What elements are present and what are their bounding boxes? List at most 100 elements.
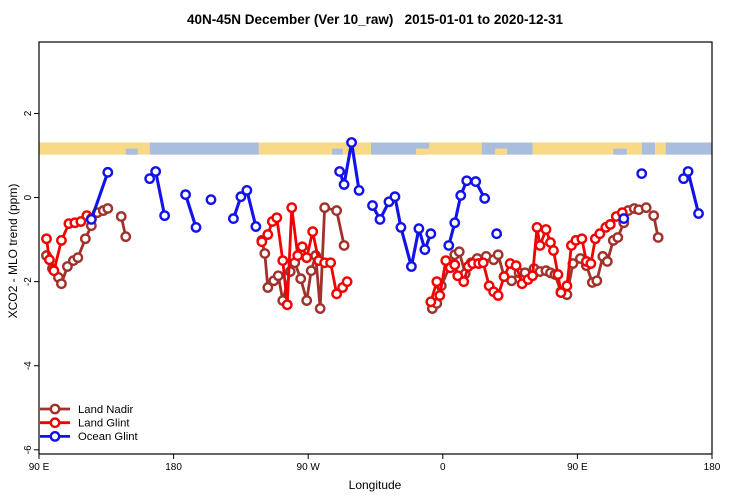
data-point-land-nadir [115,211,127,222]
data-point-land-nadir [591,275,603,287]
map-band-land [429,142,482,155]
series-line-ocean-glint [184,194,198,228]
data-point-land-glint [477,257,489,269]
data-point-land-glint [540,224,552,235]
data-point-land-glint [534,240,546,251]
data-point-ocean-glint [413,223,425,235]
data-point-land-nadir [314,303,326,314]
chart-title: 40N-45N December (Ver 10_raw) 2015-01-01… [187,12,563,27]
data-point-land-nadir [305,265,317,277]
data-point-land-glint [548,245,559,256]
data-point-ocean-glint [479,192,491,204]
data-point-land-nadir [331,205,343,216]
data-point-land-nadir [648,210,660,222]
map-band-ocean [641,142,656,155]
data-point-ocean-glint [205,194,217,206]
data-point-land-nadir [120,231,132,243]
x-tick-label: 0 [440,462,446,473]
data-point-land-nadir [272,270,284,282]
data-point-ocean-glint [693,208,704,219]
data-point-land-nadir [79,233,91,245]
x-tick-label: 90 E [29,462,50,473]
data-point-ocean-glint [102,166,114,178]
legend-point-swatch [49,430,61,442]
data-point-land-glint [498,271,510,282]
data-point-land-glint [458,276,470,288]
map-band-ocean [371,142,430,155]
map-band-patch-land [415,148,430,155]
x-tick-label: 90 E [567,462,588,473]
data-point-ocean-glint [374,214,386,225]
series-line-ocean-glint [89,171,110,220]
data-point-land-glint [48,265,60,277]
legend-label: Ocean Glint [78,431,139,443]
data-point-land-glint [277,255,289,267]
data-point-land-glint [434,290,446,301]
data-point-land-glint [531,221,543,233]
x-axis-label: Longitude [348,478,402,492]
data-point-ocean-glint [250,221,262,232]
data-point-ocean-glint [150,166,162,177]
map-band-patch-land [495,148,508,155]
data-point-land-nadir [319,202,331,214]
map-band-patch-ocean [125,148,138,155]
data-point-land-glint [286,202,298,214]
legend-label: Land Glint [78,418,130,430]
data-point-ocean-glint [419,244,431,256]
data-point-ocean-glint [470,176,482,187]
data-point-land-nadir [262,282,274,293]
data-point-land-glint [75,216,87,227]
data-point-land-glint [262,229,274,240]
data-point-ocean-glint [228,213,239,224]
y-tick-label: -2 [23,277,34,286]
data-point-ocean-glint [190,221,202,233]
data-point-land-glint [449,259,461,271]
data-point-ocean-glint [367,200,378,211]
data-point-land-glint [292,250,304,261]
data-point-ocean-glint [159,210,171,222]
data-point-land-nadir [102,203,114,214]
data-point-land-glint [527,270,538,282]
data-point-land-glint [271,212,283,224]
data-point-land-nadir [492,249,504,261]
data-point-ocean-glint [425,228,437,240]
data-point-land-glint [492,290,504,301]
data-point-ocean-glint [346,137,357,148]
data-point-ocean-glint [353,185,365,196]
data-point-land-nadir [652,232,664,243]
data-point-land-glint [341,276,353,288]
plot-frame [38,41,713,455]
legend-point-swatch [49,403,61,415]
data-point-land-glint [331,288,343,300]
data-point-ocean-glint [85,214,97,225]
data-point-ocean-glint [443,240,455,251]
series-line-ocean-glint [447,179,487,246]
data-point-land-nadir [453,246,465,258]
y-tick-label: -6 [23,445,34,454]
data-point-land-nadir [56,278,67,290]
data-point-land-glint [604,219,616,230]
map-band-ocean [665,142,712,155]
legend-point-swatch [49,417,61,429]
data-point-land-glint [452,270,464,282]
data-point-ocean-glint [455,190,467,201]
y-tick-label: -4 [23,361,34,370]
data-point-land-glint [56,235,67,246]
data-point-land-glint [296,241,308,253]
data-point-ocean-glint [334,166,346,177]
data-point-land-nadir [72,252,84,264]
data-point-land-glint [431,276,443,288]
data-point-land-glint [44,254,55,266]
map-band-patch-ocean [613,148,627,155]
data-point-land-nadir [62,261,73,272]
data-point-land-nadir [640,202,652,214]
data-point-ocean-glint [144,173,156,185]
data-point-ocean-glint [682,166,694,177]
data-point-land-glint [594,228,606,240]
data-point-land-glint [425,296,437,308]
data-point-ocean-glint [618,213,630,224]
map-band-land [655,142,666,155]
x-tick-label: 90 W [297,462,321,473]
legend-label: Land Nadir [78,404,134,416]
